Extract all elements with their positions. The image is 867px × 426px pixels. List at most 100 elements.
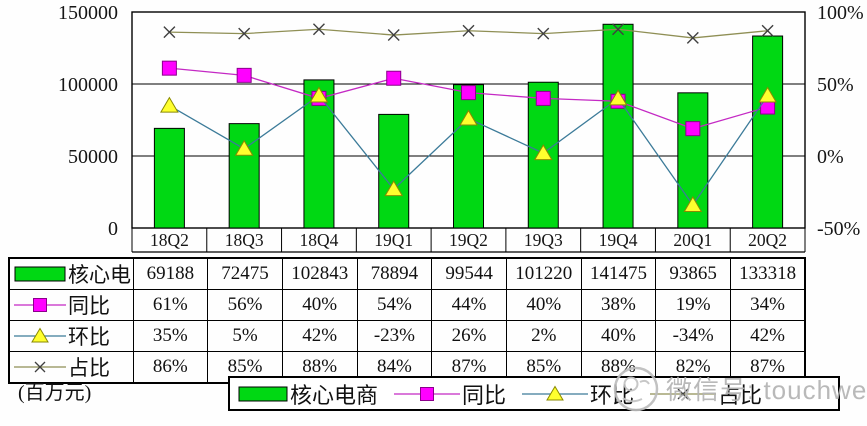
marker-占比-18Q2: [163, 26, 176, 39]
marker-环比-18Q2: [160, 96, 179, 113]
table-cell: 2%: [505, 320, 582, 352]
marker-占比-20Q1: [686, 31, 699, 44]
legend-swatch-x: [650, 388, 717, 399]
legend-swatch-x: [14, 361, 66, 373]
marker-占比-20Q2: [761, 24, 774, 37]
table-cell: 102843: [281, 257, 358, 290]
table-cell: 54%: [356, 289, 433, 321]
bar-19Q1: [378, 113, 410, 229]
table-cell: -34%: [655, 320, 731, 352]
marker-环比-19Q1: [384, 180, 404, 197]
watermark: 微信号: touchweb: [610, 362, 867, 414]
bar-19Q4: [602, 23, 634, 229]
wechat-stamp-icon: [613, 366, 659, 412]
table-row-同比: 同比 61% 56% 40% 54% 44% 40% 38% 19% 34%: [8, 289, 806, 321]
table-cell: 85%: [207, 351, 283, 384]
marker-同比-19Q3: [535, 90, 551, 106]
table-cell: 72475: [207, 257, 283, 290]
right-axis-tick-label: 100%: [817, 2, 864, 24]
left-axis-tick-label: 150000: [58, 2, 118, 24]
left-axis-tick-label: 0: [108, 218, 118, 240]
marker-同比-20Q1: [685, 121, 701, 137]
table-cell: 35%: [132, 320, 209, 352]
marker-环比-18Q3: [234, 139, 254, 156]
legend-item-同比: 同比: [394, 378, 506, 410]
table-cell: 133318: [730, 257, 806, 290]
legend-item-核心电商: 核心电商: [238, 378, 378, 410]
table-cell: 19%: [655, 289, 731, 321]
marker-占比-19Q4: [612, 23, 625, 36]
table-cell: 69188: [132, 257, 209, 290]
marker-占比-18Q4: [312, 23, 325, 36]
legend-swatch-bar: [238, 386, 288, 401]
legend-swatch-square: [14, 298, 66, 312]
legend-label: 环比: [590, 382, 635, 408]
table-cell: 26%: [431, 320, 507, 352]
marker-环比-19Q4: [608, 89, 628, 106]
legend-swatch-triangle: [522, 385, 589, 400]
right-axis-tick-label: 50%: [817, 74, 854, 96]
category-label-18Q2: 18Q2: [150, 230, 189, 250]
marker-环比-20Q1: [683, 195, 703, 212]
marker-环比-20Q2: [758, 86, 777, 103]
table-cell: 38%: [580, 289, 657, 321]
left-axis-tick-label: 100000: [58, 74, 118, 96]
row-label-环比: 环比: [8, 320, 134, 352]
table-cell: 44%: [431, 289, 507, 321]
marker-环比-18Q4: [309, 86, 329, 103]
table-cell: 42%: [730, 320, 806, 352]
table-cell: 93865: [655, 257, 731, 290]
marker-占比-19Q1: [387, 29, 400, 42]
table-cell: 101220: [505, 257, 582, 290]
marker-同比-18Q3: [236, 67, 252, 83]
category-label-19Q3: 19Q3: [524, 230, 563, 250]
chart-legend: 核心电商 同比 环比 占比: [228, 376, 840, 411]
data-table: 核心电 69188 72475 102843 78894 99544 101220 14147…: [8, 257, 807, 384]
table-cell: 82%: [655, 351, 731, 384]
table-cell: 141475: [580, 257, 657, 290]
category-label-20Q1: 20Q1: [673, 230, 712, 250]
bar-18Q2: [153, 127, 185, 229]
table-cell: -23%: [356, 320, 433, 352]
marker-环比-19Q2: [459, 109, 478, 126]
table-row-核心电: 核心电 69188 72475 102843 78894 99544 101220 14147…: [8, 257, 806, 290]
table-cell: 42%: [281, 320, 358, 352]
legend-swatch-bar: [14, 266, 66, 282]
row-label-text: 环比: [68, 325, 110, 349]
legend-item-环比: 环比: [522, 378, 634, 410]
table-cell: 61%: [132, 289, 209, 321]
category-label-19Q4: 19Q4: [599, 230, 638, 250]
legend-label: 核心电商: [290, 382, 379, 408]
bar-20Q2: [752, 35, 784, 229]
unit-label: (百万元): [18, 382, 92, 404]
marker-同比-19Q1: [386, 70, 402, 86]
combo-chart: 0 50000 100000 150000 -50% 0% 50% 100% 18Q2 18Q3 1…: [58, 2, 864, 253]
category-label-20Q2: 20Q2: [748, 230, 787, 250]
right-axis-tick-label: 0%: [817, 146, 844, 168]
table-cell: 78894: [356, 257, 433, 290]
marker-同比-18Q2: [161, 60, 177, 76]
category-label-18Q4: 18Q4: [299, 230, 338, 250]
row-label-text: 同比: [68, 294, 110, 318]
marker-占比-19Q2: [462, 24, 475, 37]
legend-label: 占比: [718, 382, 763, 408]
row-label-同比: 同比: [8, 289, 134, 321]
table-cell: 99544: [431, 257, 507, 290]
legend-label: 同比: [462, 382, 507, 408]
legend-item-占比: 占比: [650, 378, 762, 410]
bar-18Q3: [228, 123, 260, 229]
row-label-核心电: 核心电: [8, 257, 134, 290]
legend-swatch-square: [394, 386, 461, 401]
category-label-19Q1: 19Q1: [374, 230, 413, 250]
right-axis-tick-label: -50%: [817, 218, 860, 240]
table-cell: 40%: [505, 289, 582, 321]
table-cell: 34%: [730, 289, 806, 321]
watermark-text: 微信号: touchweb: [666, 374, 867, 405]
table-cell: 86%: [132, 351, 209, 384]
row-label-占比: 占比: [8, 351, 134, 384]
table-cell: 40%: [580, 320, 657, 352]
category-label-18Q3: 18Q3: [225, 230, 264, 250]
data-table-container: 核心电 69188 72475 102843 78894 99544 101220 14147…: [8, 257, 807, 384]
row-label-text: 核心电: [68, 263, 131, 287]
